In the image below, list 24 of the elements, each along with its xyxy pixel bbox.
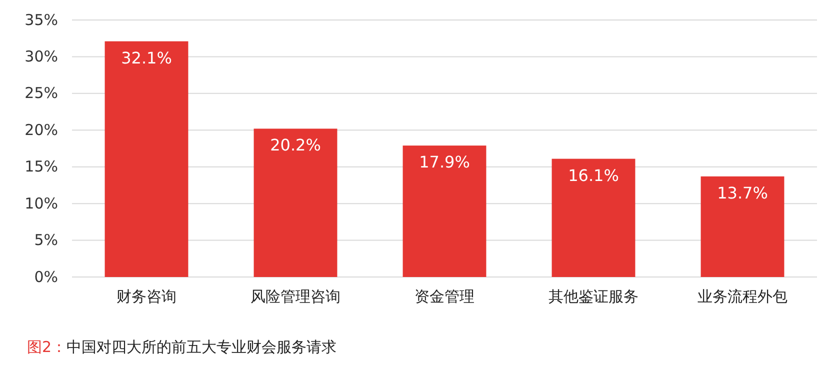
y-tick-label: 10% bbox=[24, 194, 58, 212]
y-tick-label: 15% bbox=[24, 158, 58, 176]
x-tick-label: 风险管理咨询 bbox=[250, 288, 340, 306]
bar bbox=[254, 128, 338, 277]
bar bbox=[552, 158, 636, 277]
caption: 图2：中国对四大所的前五大专业财会服务请求 bbox=[27, 338, 337, 356]
data-label: 17.9% bbox=[419, 152, 470, 172]
data-label: 16.1% bbox=[568, 166, 619, 185]
data-label: 13.7% bbox=[717, 183, 768, 202]
bar bbox=[104, 41, 188, 277]
data-label: 20.2% bbox=[270, 136, 321, 155]
y-tick-label: 0% bbox=[34, 268, 58, 286]
y-tick-label: 25% bbox=[24, 84, 58, 102]
y-tick-label: 35% bbox=[24, 10, 58, 29]
y-tick-label: 5% bbox=[34, 231, 58, 250]
x-tick-label: 其他鉴证服务 bbox=[548, 288, 638, 306]
bar bbox=[700, 176, 784, 277]
y-tick-label: 30% bbox=[24, 48, 58, 66]
y-tick-label: 20% bbox=[24, 120, 58, 139]
data-label: 32.1% bbox=[121, 48, 172, 68]
x-tick-label: 资金管理 bbox=[414, 288, 474, 306]
bar bbox=[402, 146, 486, 277]
x-tick-label: 业务流程外包 bbox=[698, 288, 788, 306]
x-tick-label: 财务咨询 bbox=[116, 288, 176, 306]
